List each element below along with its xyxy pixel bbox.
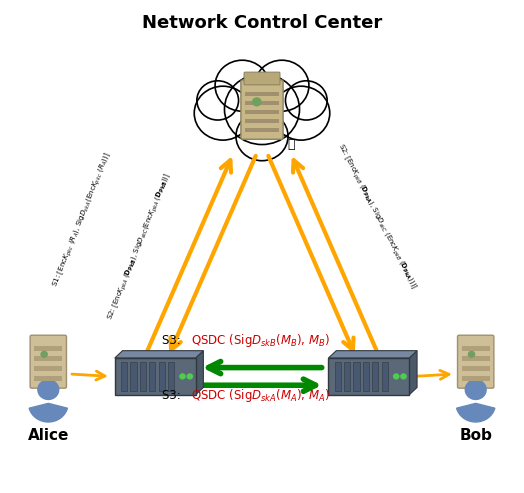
Bar [115, 358, 195, 395]
Circle shape [286, 81, 327, 120]
FancyBboxPatch shape [30, 335, 67, 388]
Bar [168, 362, 174, 391]
FancyBboxPatch shape [244, 72, 280, 85]
Bar [34, 346, 62, 351]
Polygon shape [115, 351, 203, 358]
Bar [149, 362, 156, 391]
Bar [121, 362, 127, 391]
Bar [363, 362, 369, 391]
Circle shape [272, 86, 330, 140]
Text: S2: [Enc$K_{pkB}$ ($\mathbf{D_{PkA}}$), Sig$D_{skC}$ (Enc$K_{pkB}$ ($\mathbf{D_{: S2: [Enc$K_{pkB}$ ($\mathbf{D_{PkA}}$), … [334, 142, 419, 292]
Bar [462, 356, 490, 361]
Bar [335, 362, 341, 391]
Text: Alice: Alice [28, 428, 69, 443]
Bar [130, 362, 137, 391]
Polygon shape [329, 351, 417, 358]
Text: S1: [Enc$K_{pkc}$ ($R_A$), Sig$D_{skA}$(Enc$K_{pkc}$ ($R_A$))]: S1: [Enc$K_{pkc}$ ($R_A$), Sig$D_{skA}$(… [50, 150, 114, 289]
Circle shape [468, 352, 475, 357]
Circle shape [236, 112, 288, 161]
Bar [245, 101, 279, 105]
Circle shape [394, 374, 399, 379]
FancyBboxPatch shape [457, 335, 494, 388]
Bar [329, 358, 409, 395]
Polygon shape [195, 351, 203, 395]
Text: QSDC (Sig$D_{skA}$($M_A$), $M_A$): QSDC (Sig$D_{skA}$($M_A$), $M_A$) [191, 387, 330, 404]
Circle shape [180, 374, 185, 379]
Text: S3:: S3: [162, 389, 184, 402]
Bar [34, 366, 62, 371]
Circle shape [194, 86, 252, 140]
Text: S3:: S3: [162, 334, 184, 347]
Bar [245, 92, 279, 96]
Text: 🔑: 🔑 [287, 138, 294, 151]
Text: Bob: Bob [459, 428, 492, 443]
Bar [245, 110, 279, 114]
Circle shape [215, 60, 269, 111]
Bar [462, 366, 490, 371]
Circle shape [187, 374, 192, 379]
Bar [140, 362, 146, 391]
Text: S2: [Enc$K_{pkA}$ ($\mathbf{D_{PkB}}$), Sig$D_{skC}$(Enc$K_{pkA}$ ($\mathbf{D_{P: S2: [Enc$K_{pkA}$ ($\mathbf{D_{PkB}}$), … [105, 171, 174, 322]
Circle shape [253, 98, 261, 106]
Wedge shape [456, 403, 495, 422]
Circle shape [255, 60, 309, 111]
Bar [34, 376, 62, 381]
Bar [354, 362, 360, 391]
Text: QSDC (Sig$D_{skB}$($M_B$), $M_B$): QSDC (Sig$D_{skB}$($M_B$), $M_B$) [191, 332, 330, 349]
Wedge shape [29, 403, 68, 422]
Bar [245, 128, 279, 132]
Circle shape [465, 380, 486, 399]
Circle shape [401, 374, 406, 379]
Bar [34, 356, 62, 361]
Circle shape [38, 380, 59, 399]
Bar [372, 362, 378, 391]
Bar [159, 362, 165, 391]
Text: Network Control Center: Network Control Center [142, 14, 382, 32]
Circle shape [197, 81, 238, 120]
FancyBboxPatch shape [241, 80, 283, 139]
Bar [462, 346, 490, 351]
Circle shape [41, 352, 47, 357]
Polygon shape [409, 351, 417, 395]
Bar [344, 362, 351, 391]
Bar [381, 362, 388, 391]
Bar [245, 119, 279, 123]
Bar [462, 376, 490, 381]
Circle shape [224, 74, 300, 144]
